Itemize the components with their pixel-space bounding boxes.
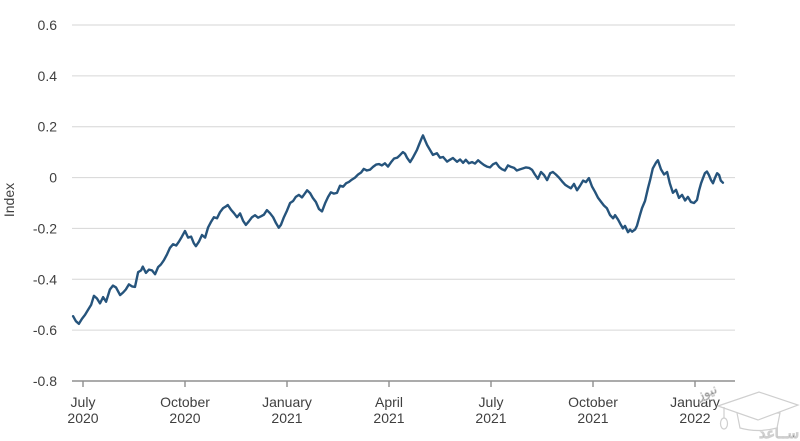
y-tick-label: 0.4 <box>38 68 58 84</box>
x-tick-label-year: 2020 <box>169 410 200 426</box>
y-tick-label: 0.2 <box>38 119 58 135</box>
y-tick-label: 0 <box>49 170 57 186</box>
y-tick-label: -0.8 <box>33 373 57 389</box>
x-tick-label-month: October <box>568 394 618 410</box>
x-tick-label-month: July <box>479 394 504 410</box>
x-tick-label-month: January <box>670 394 720 410</box>
x-tick-label-year: 2021 <box>475 410 506 426</box>
x-tick-label-year: 2021 <box>373 410 404 426</box>
graduation-cap-base <box>736 412 781 432</box>
x-tick-label-month: July <box>71 394 96 410</box>
x-tick-label-year: 2020 <box>67 410 98 426</box>
y-tick-label: -0.4 <box>33 271 57 287</box>
graduation-cap-tassel-end <box>719 417 729 430</box>
x-tick-label-year: 2022 <box>679 410 710 426</box>
x-tick-label-year: 2021 <box>271 410 302 426</box>
y-tick-label: -0.6 <box>33 322 57 338</box>
y-axis-title: Index <box>1 182 17 218</box>
x-tick-label-month: January <box>262 394 312 410</box>
y-tick-label: -0.2 <box>33 220 57 236</box>
y-tick-label: 0.6 <box>38 17 58 33</box>
x-tick-label-month: October <box>160 394 210 410</box>
x-tick-label-month: April <box>375 394 403 410</box>
index-series-line <box>71 134 725 325</box>
graduation-cap-icon <box>716 391 800 421</box>
x-tick-label-year: 2021 <box>577 410 608 426</box>
